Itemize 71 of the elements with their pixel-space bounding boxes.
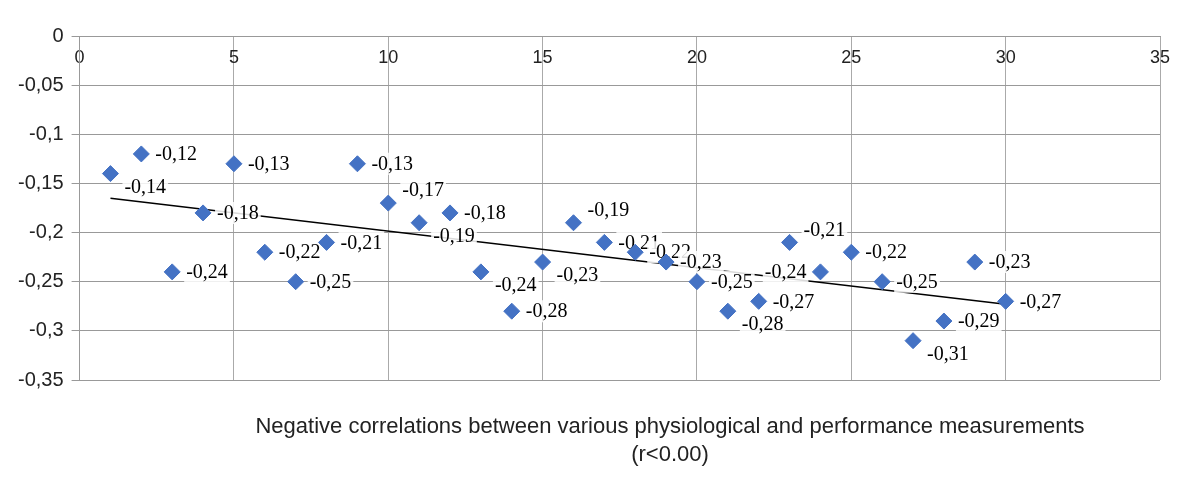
data-label: -0,14 xyxy=(124,174,167,197)
point xyxy=(534,253,552,271)
x-tick-label: 30 xyxy=(995,46,1016,67)
y-tick-label: -0,35 xyxy=(17,367,64,390)
point xyxy=(225,155,243,173)
data-label: -0,29 xyxy=(957,309,1000,332)
data-label: -0,25 xyxy=(309,269,352,292)
point xyxy=(441,204,459,222)
point xyxy=(287,273,305,291)
point xyxy=(781,233,799,251)
point xyxy=(132,145,150,163)
point xyxy=(348,155,366,173)
data-label: -0,23 xyxy=(988,250,1031,273)
data-label: -0,23 xyxy=(556,263,599,286)
point xyxy=(410,214,428,232)
y-tick-label: -0,25 xyxy=(17,269,64,292)
data-label: -0,19 xyxy=(587,197,630,220)
y-tick-label: -0,15 xyxy=(17,170,64,193)
point xyxy=(101,165,119,183)
data-label: -0,25 xyxy=(710,269,753,292)
y-tick-label: -0,3 xyxy=(29,318,64,341)
point xyxy=(935,312,953,330)
point xyxy=(997,292,1015,310)
point xyxy=(503,302,521,320)
point xyxy=(318,233,336,251)
data-label: -0,27 xyxy=(1019,289,1062,312)
data-label: -0,28 xyxy=(525,299,568,322)
x-tick-label: 5 xyxy=(228,46,239,67)
data-label: -0,25 xyxy=(896,269,938,292)
data-label: -0,24 xyxy=(494,273,537,296)
data-label: -0,13 xyxy=(371,152,414,175)
y-tick-label: 0 xyxy=(52,23,64,46)
point xyxy=(811,263,829,281)
data-label: -0,31 xyxy=(927,341,969,364)
data-label: -0,19 xyxy=(433,223,475,246)
point xyxy=(842,243,860,261)
point xyxy=(163,263,181,281)
point xyxy=(966,253,984,271)
y-tick-label: -0,05 xyxy=(17,72,64,95)
data-label: -0,24 xyxy=(764,260,807,283)
point xyxy=(719,302,737,320)
point xyxy=(256,243,274,261)
data-label: -0,24 xyxy=(186,260,228,283)
x-tick-label: 10 xyxy=(378,46,399,67)
point xyxy=(904,332,922,350)
data-label: -0,17 xyxy=(402,178,444,201)
data-label: -0,13 xyxy=(247,152,290,175)
data-label: -0,21 xyxy=(803,217,846,240)
point xyxy=(595,233,613,251)
point xyxy=(873,273,891,291)
point xyxy=(750,292,768,310)
x-tick-label: 35 xyxy=(1149,46,1171,67)
y-tick-label: -0,1 xyxy=(29,121,64,144)
point xyxy=(472,263,490,281)
data-label: -0,28 xyxy=(741,312,784,335)
x-tick-label: 25 xyxy=(841,46,862,67)
data-label: -0,21 xyxy=(340,230,383,253)
data-label: -0,22 xyxy=(278,240,321,263)
point xyxy=(379,194,397,212)
data-label: -0,27 xyxy=(772,289,815,312)
data-label: -0,22 xyxy=(865,240,907,263)
x-tick-label: 15 xyxy=(532,46,553,67)
point xyxy=(564,214,582,232)
x-tick-label: 20 xyxy=(686,46,707,67)
data-label: -0,18 xyxy=(464,201,506,224)
data-label: -0,18 xyxy=(217,201,259,224)
point xyxy=(688,273,706,291)
y-tick-label: -0,2 xyxy=(29,220,64,243)
x-axis-title: Negative correlations between various physiological and performance measurements (r<0.00) xyxy=(254,412,1086,468)
point xyxy=(194,204,212,222)
data-label: -0,12 xyxy=(155,142,197,165)
